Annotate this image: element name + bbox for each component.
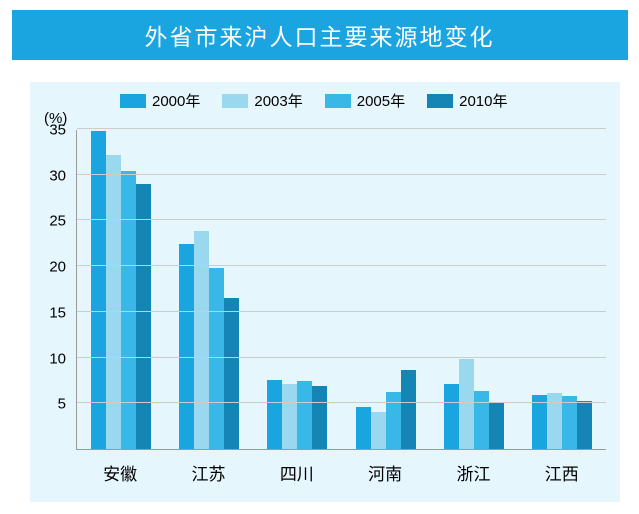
- bar-group: [253, 130, 341, 449]
- bar: [194, 231, 209, 450]
- y-tick-label: 30: [49, 167, 66, 184]
- legend-label: 2003年: [254, 90, 302, 111]
- bar: [401, 370, 416, 449]
- x-tick-label: 四川: [253, 454, 341, 485]
- bar: [489, 403, 504, 449]
- gridline: [77, 219, 606, 220]
- bar: [312, 386, 327, 449]
- bar: [562, 396, 577, 449]
- bar: [106, 155, 121, 449]
- bar: [267, 380, 282, 449]
- bar: [224, 298, 239, 449]
- legend-item: 2005年: [325, 90, 405, 111]
- bar-group: [518, 130, 606, 449]
- bar: [474, 391, 489, 449]
- bar-group: [165, 130, 253, 449]
- y-tick-label: 10: [49, 350, 66, 367]
- gridline: [77, 402, 606, 403]
- gridline: [77, 128, 606, 129]
- x-tick-label: 江苏: [164, 454, 252, 485]
- chart-area: 2000年2003年2005年2010年 (%) 5101520253035 安…: [30, 82, 620, 502]
- bar: [91, 131, 106, 449]
- bar-group: [77, 130, 165, 449]
- chart-container: 外省市来沪人口主要来源地变化 2000年2003年2005年2010年 (%) …: [0, 10, 639, 514]
- y-axis: 5101520253035: [30, 130, 72, 450]
- bar-groups: [77, 130, 606, 449]
- legend-swatch: [120, 94, 146, 108]
- y-tick-label: 35: [49, 122, 66, 139]
- legend-label: 2000年: [152, 90, 200, 111]
- x-tick-label: 浙江: [429, 454, 517, 485]
- gridline: [77, 265, 606, 266]
- legend-item: 2003年: [222, 90, 302, 111]
- bar: [356, 407, 371, 449]
- bar: [577, 401, 592, 449]
- bar-group: [430, 130, 518, 449]
- bar: [444, 384, 459, 449]
- y-tick-label: 5: [58, 396, 66, 413]
- bar: [209, 268, 224, 449]
- bar: [371, 412, 386, 449]
- bar: [136, 184, 151, 449]
- bar: [282, 384, 297, 449]
- x-tick-label: 河南: [341, 454, 429, 485]
- bar: [459, 359, 474, 450]
- legend-swatch: [325, 94, 351, 108]
- x-tick-label: 安徽: [76, 454, 164, 485]
- chart-title: 外省市来沪人口主要来源地变化: [12, 10, 628, 60]
- bar: [297, 381, 312, 449]
- legend-item: 2000年: [120, 90, 200, 111]
- bar-group: [342, 130, 430, 449]
- legend-item: 2010年: [427, 90, 507, 111]
- legend-label: 2005年: [357, 90, 405, 111]
- bar: [179, 244, 194, 449]
- gridline: [77, 357, 606, 358]
- y-tick-label: 20: [49, 259, 66, 276]
- legend-label: 2010年: [459, 90, 507, 111]
- plot-area: [76, 130, 606, 450]
- legend-swatch: [427, 94, 453, 108]
- x-tick-label: 江西: [518, 454, 606, 485]
- y-tick-label: 25: [49, 213, 66, 230]
- legend-swatch: [222, 94, 248, 108]
- gridline: [77, 174, 606, 175]
- legend: 2000年 2003年 2005年 2010年: [120, 90, 508, 111]
- bar: [386, 392, 401, 449]
- x-axis-labels: 安徽江苏四川河南浙江江西: [76, 454, 606, 485]
- gridline: [77, 311, 606, 312]
- y-tick-label: 15: [49, 304, 66, 321]
